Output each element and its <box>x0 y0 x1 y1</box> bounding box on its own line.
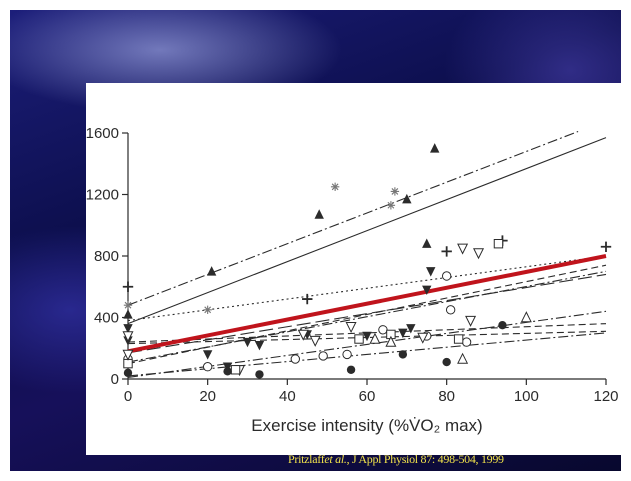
x-tick-label: 100 <box>514 388 539 405</box>
data-point-asterisk <box>390 187 400 196</box>
data-point-triangle-filled <box>402 193 412 204</box>
citation-author: Pritzlaff <box>288 452 325 466</box>
data-point-triangle-down-filled <box>202 350 213 360</box>
data-point-plus <box>600 241 612 252</box>
data-point-asterisk <box>123 301 133 310</box>
data-point-plus <box>122 281 134 292</box>
y-tick-label: 0 <box>111 371 119 388</box>
data-point-circle-filled <box>346 365 356 374</box>
data-point-asterisk <box>330 182 340 192</box>
x-tick-label: 40 <box>279 388 296 405</box>
citation-etal: et al. <box>324 452 347 466</box>
data-point-circle-filled <box>398 350 408 359</box>
x-tick-label: 60 <box>359 388 376 405</box>
data-point-square-open <box>230 365 241 375</box>
data-point-triangle-down-open <box>297 329 309 341</box>
regression-line-5 <box>127 273 607 354</box>
data-point-square-open <box>354 334 364 344</box>
data-point-triangle-open <box>369 332 381 344</box>
data-point-asterisk <box>203 305 212 315</box>
data-point-triangle-filled <box>206 266 217 276</box>
citation-rest: , J Appl Physiol 87: 498-504, 1999 <box>346 452 504 466</box>
data-point-circle-filled <box>223 367 232 376</box>
y-tick-label: 800 <box>94 248 119 265</box>
data-point-asterisk <box>386 201 396 210</box>
data-point-triangle-down-open <box>457 243 469 255</box>
data-point-triangle-down-open <box>345 322 357 334</box>
y-tick-label: 1600 <box>86 125 119 142</box>
data-point-triangle-down-filled <box>422 285 432 296</box>
chart-panel: 0 400 800 1200 1600 0 20 40 60 80 100 120 Exercise i… <box>86 83 621 455</box>
data-point-circle-filled <box>123 368 133 378</box>
regression-line-1 <box>127 130 579 306</box>
data-point-triangle-filled <box>430 143 440 153</box>
data-point-circle-open <box>445 305 456 315</box>
data-point-triangle-down-open <box>122 349 134 361</box>
x-tick-label: 20 <box>199 388 216 405</box>
data-point-circle-open <box>318 351 328 361</box>
data-point-plus <box>302 293 313 305</box>
data-point-triangle-filled <box>314 209 324 219</box>
data-point-circle-open <box>202 362 213 372</box>
mean-regression-line <box>127 254 607 354</box>
data-point-circle-filled <box>498 320 507 330</box>
regression-line-7 <box>127 330 607 345</box>
x-tick-label: 120 <box>593 388 618 405</box>
data-point-triangle-open <box>457 352 469 364</box>
regression-line-10 <box>127 270 607 363</box>
y-tick-label: 400 <box>94 310 119 327</box>
data-point-triangle-down-open <box>473 248 485 260</box>
data-point-triangle-down-filled <box>398 328 408 339</box>
data-point-plus <box>441 246 452 257</box>
data-point-circle-filled <box>255 370 264 379</box>
data-point-triangle-filled <box>422 238 432 248</box>
data-point-triangle-filled <box>123 309 133 319</box>
regression-line-4 <box>127 310 607 379</box>
data-point-circle-open <box>441 271 452 281</box>
scatter-plot: 0 400 800 1200 1600 0 20 40 60 80 100 120 Exercise i… <box>86 125 619 435</box>
data-point-circle-open <box>290 354 301 364</box>
data-point-square-open <box>453 334 464 344</box>
data-point-circle-filled <box>442 357 451 367</box>
data-point-triangle-down-open <box>417 332 429 344</box>
regression-line-3 <box>127 255 607 322</box>
data-point-triangle-down-open <box>309 335 321 347</box>
regression-line-2 <box>127 137 607 325</box>
data-point-circle-open <box>378 325 388 335</box>
data-point-circle-open <box>342 349 352 360</box>
data-point-triangle-down-filled <box>242 337 253 348</box>
data-point-triangle-down-filled <box>362 331 372 342</box>
slide-background: 0 400 800 1200 1600 0 20 40 60 80 100 120 Exercise i… <box>10 10 621 471</box>
data-point-square-open <box>493 239 504 249</box>
data-point-triangle-down-open <box>122 331 134 343</box>
data-point-circle-open <box>461 337 472 347</box>
data-point-triangle-down-open <box>465 315 477 327</box>
citation: Pritzlaffet al., J Appl Physiol 87: 498-… <box>288 452 618 467</box>
data-point-triangle-down-filled <box>123 324 133 334</box>
data-point-triangle-open <box>520 311 532 323</box>
x-tick-label: 0 <box>124 388 132 405</box>
data-point-triangle-down-filled <box>406 324 416 334</box>
y-tick-label: 1200 <box>86 187 119 204</box>
data-point-triangle-down-filled <box>254 340 265 351</box>
data-point-triangle-open <box>385 335 397 347</box>
x-axis-title: Exercise intensity (%V̇O₂ max) <box>251 416 482 435</box>
x-tick-label: 80 <box>438 388 455 405</box>
data-point-triangle-down-filled <box>426 267 436 277</box>
regression-line-6 <box>127 323 607 343</box>
